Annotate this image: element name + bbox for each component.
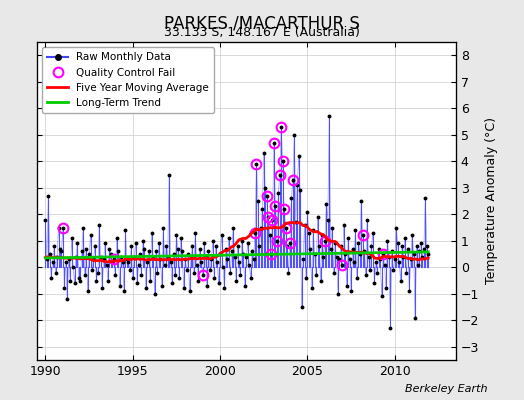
- Text: Berkeley Earth: Berkeley Earth: [405, 384, 487, 394]
- Legend: Raw Monthly Data, Quality Control Fail, Five Year Moving Average, Long-Term Tren: Raw Monthly Data, Quality Control Fail, …: [42, 47, 214, 113]
- Y-axis label: Temperature Anomaly (°C): Temperature Anomaly (°C): [485, 118, 498, 284]
- Text: PARKES /MACARTHUR S: PARKES /MACARTHUR S: [164, 14, 360, 32]
- Text: 33.133 S, 148.167 E (Australia): 33.133 S, 148.167 E (Australia): [164, 26, 360, 39]
